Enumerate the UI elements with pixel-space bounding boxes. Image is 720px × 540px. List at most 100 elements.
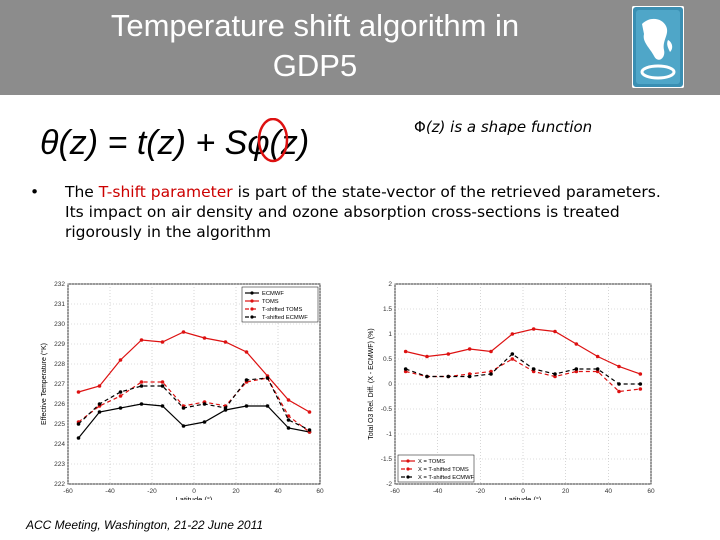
legend-marker (406, 459, 410, 463)
data-point (638, 382, 643, 386)
data-point (617, 382, 621, 386)
data-point (139, 384, 144, 388)
y-tick-label: 229 (54, 341, 65, 348)
data-point (202, 402, 207, 406)
series-line-3 (78, 377, 310, 431)
data-point (403, 349, 408, 354)
data-point (510, 357, 515, 361)
data-point (118, 406, 123, 410)
data-point (489, 372, 493, 376)
legend-marker (250, 299, 254, 303)
data-point (553, 329, 557, 334)
effective-temperature-chart: -60 -40 -20 0 20 40 60 222 223 224 225 226 227 228 229… (40, 281, 324, 500)
x-tick-label: -20 (476, 488, 486, 495)
series-line-0 (405, 328, 641, 375)
data-point (531, 327, 536, 331)
data-point (467, 374, 472, 379)
slide-title: Temperature shift algorithm in GDP5 (20, 6, 610, 86)
formula: θ(z) = t(z) + Sφ(z) (40, 118, 309, 163)
data-point (202, 420, 207, 424)
series-line-2 (405, 353, 641, 385)
data-point (139, 402, 144, 406)
bullet-highlight: T-shift parameter (98, 183, 233, 201)
data-point (307, 428, 312, 432)
data-point (97, 384, 102, 388)
x-axis-label: Latitude (°) (176, 495, 213, 500)
bullet-point: • The T-shift parameter is part of the s… (30, 182, 670, 242)
data-point (595, 367, 600, 371)
data-point (446, 374, 451, 379)
data-point (595, 354, 600, 359)
y-axis-label: Total O3 Rel. Diff. (X - ECMWF) (%) (368, 328, 375, 440)
x-tick-label: 40 (605, 488, 613, 495)
data-point (467, 347, 472, 351)
x-tick-label: -60 (390, 488, 400, 495)
x-tick-label: -20 (147, 488, 157, 495)
data-point (97, 402, 102, 406)
legend-marker (406, 467, 410, 471)
formula-highlight-circle (257, 118, 289, 163)
data-point (202, 336, 207, 340)
legend-label: X = T-shifted TOMS (418, 467, 469, 473)
data-point (139, 380, 144, 384)
data-point (617, 389, 621, 394)
data-point (223, 406, 228, 410)
data-point (510, 332, 515, 336)
data-point (286, 426, 291, 430)
data-point (286, 418, 291, 422)
legend-label: T-shifted TOMS (262, 307, 303, 313)
data-point (76, 422, 81, 426)
series-line-0 (78, 403, 310, 439)
legend-marker (250, 307, 254, 311)
legend-label: X = TOMS (418, 459, 445, 465)
data-point (574, 367, 579, 371)
y-tick-label: 227 (54, 381, 65, 388)
y-tick-label: 228 (54, 361, 65, 368)
data-point (76, 390, 81, 394)
data-point (638, 372, 643, 376)
legend-label: T-shifted ECMWF (262, 315, 308, 321)
data-point (265, 404, 270, 408)
x-tick-label: 60 (647, 488, 655, 495)
x-tick-label: 20 (562, 488, 570, 495)
legend-marker (406, 475, 410, 479)
data-point (574, 342, 579, 346)
data-point (531, 369, 536, 374)
series-line-1 (405, 358, 641, 393)
legend-label: X = T-shifted ECMWF (418, 475, 475, 481)
series-line-1 (78, 331, 310, 413)
ozone-difference-chart: -60 -40 -20 0 20 40 60 -2 -1.5 -1 -0.5 0 0.5 1 1.5 2 Lat… (368, 281, 655, 500)
data-point (489, 369, 493, 374)
data-point (76, 436, 81, 440)
y-tick-label: 223 (54, 461, 65, 468)
data-point (510, 352, 515, 356)
data-point (425, 354, 429, 359)
y-tick-label: 0 (388, 381, 392, 388)
x-tick-label: 20 (232, 488, 240, 495)
data-point (403, 369, 408, 374)
slide-header: Temperature shift algorithm in GDP5 (0, 0, 720, 95)
y-axis-label: Effective Temperature (°K) (40, 343, 48, 425)
data-point (489, 349, 493, 354)
x-axis-label: Latitude (°) (505, 495, 542, 500)
bullet-dot-icon: • (30, 183, 40, 201)
x-tick-label: 0 (192, 488, 196, 495)
phi-symbol: Φ (414, 118, 426, 136)
data-point (160, 384, 165, 388)
data-point (595, 369, 600, 374)
data-point (160, 404, 165, 408)
x-tick-label: -40 (105, 488, 115, 495)
y-tick-label: 2 (388, 281, 392, 288)
y-tick-label: 232 (54, 281, 65, 288)
data-point (265, 376, 270, 380)
y-tick-label: 225 (54, 421, 65, 428)
y-tick-label: 1.5 (383, 306, 392, 313)
data-point (181, 330, 186, 334)
data-point (160, 340, 165, 344)
data-point (403, 367, 408, 371)
data-point (118, 394, 123, 398)
data-point (160, 380, 165, 384)
legend-marker (250, 315, 254, 319)
data-point (244, 378, 249, 382)
data-point (118, 358, 123, 362)
